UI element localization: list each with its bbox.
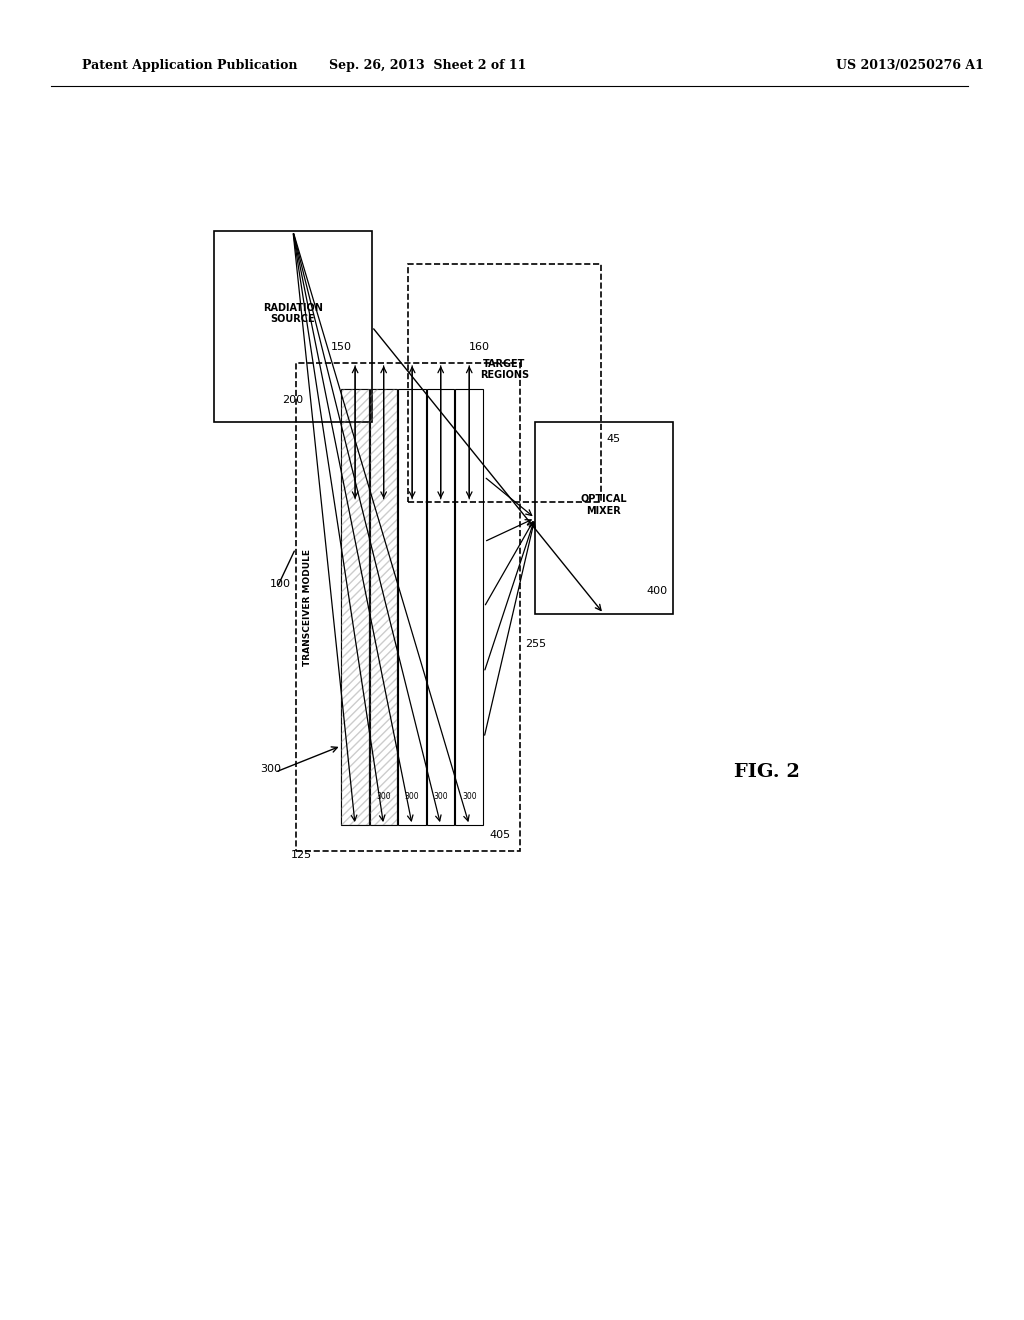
Bar [408, 264, 601, 502]
Text: RADIATION
SOURCE: RADIATION SOURCE [263, 302, 323, 325]
Text: 300: 300 [433, 792, 449, 801]
Text: 405: 405 [489, 830, 510, 841]
Text: FIG. 2: FIG. 2 [733, 763, 800, 781]
Text: 255: 255 [524, 639, 546, 649]
Text: 150: 150 [331, 342, 352, 352]
Text: US 2013/0250276 A1: US 2013/0250276 A1 [836, 59, 983, 73]
Text: TARGET
REGIONS: TARGET REGIONS [480, 359, 529, 380]
Text: Sep. 26, 2013  Sheet 2 of 11: Sep. 26, 2013 Sheet 2 of 11 [330, 59, 526, 73]
Text: 300: 300 [404, 792, 420, 801]
Bar [535, 422, 673, 614]
Text: 125: 125 [291, 850, 311, 861]
Text: 45: 45 [606, 434, 621, 445]
Bar [296, 363, 519, 851]
Bar [341, 389, 369, 825]
Text: 160: 160 [469, 342, 489, 352]
Text: 100: 100 [270, 579, 291, 590]
Bar [214, 231, 372, 422]
Bar [398, 389, 426, 825]
Text: 300: 300 [377, 792, 391, 801]
Text: 400: 400 [646, 586, 668, 597]
Text: 300: 300 [462, 792, 476, 801]
Text: 200: 200 [283, 395, 303, 405]
Bar [370, 389, 397, 825]
Text: TRANSCEIVER MODULE: TRANSCEIVER MODULE [303, 549, 312, 665]
Bar [341, 389, 369, 825]
Text: 300: 300 [260, 764, 281, 775]
Text: OPTICAL
MIXER: OPTICAL MIXER [581, 494, 627, 516]
Bar [370, 389, 397, 825]
Bar [427, 389, 455, 825]
Bar [456, 389, 483, 825]
Text: Patent Application Publication: Patent Application Publication [82, 59, 297, 73]
